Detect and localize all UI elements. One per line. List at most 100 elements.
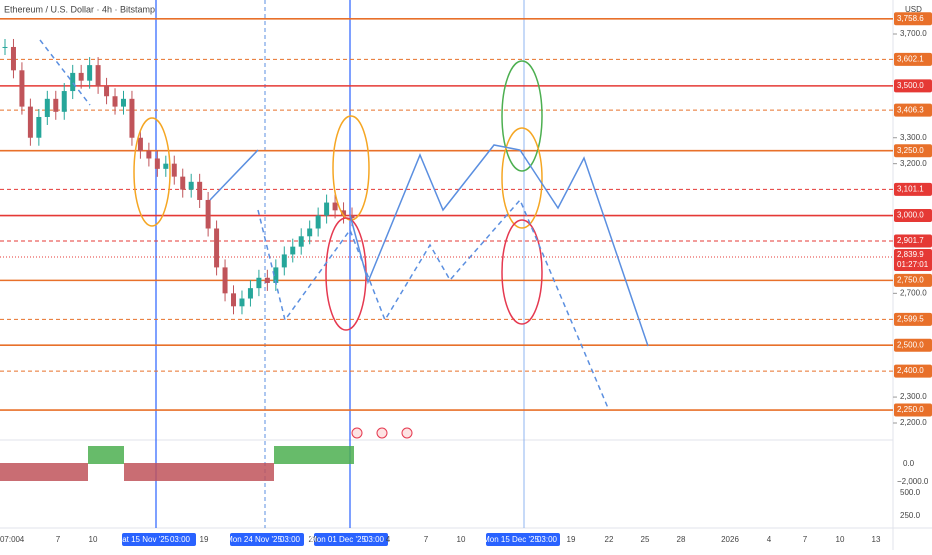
currency: USD xyxy=(905,5,922,14)
candle xyxy=(78,72,84,81)
time-label: 10 xyxy=(836,535,845,544)
candle xyxy=(87,65,93,81)
candle xyxy=(214,228,220,268)
price-tag xyxy=(894,209,932,223)
price-tag-label: 3,758.6 xyxy=(897,14,924,23)
chart-title: Ethereum / U.S. Dollar · 4h · Bitstamp xyxy=(4,4,155,14)
time-label: 28 xyxy=(309,535,318,544)
price-tag-label: 3,406.3 xyxy=(897,105,924,114)
candle xyxy=(324,202,330,216)
price-tag-label: 3,000.0 xyxy=(897,211,924,220)
histogram xyxy=(0,463,88,481)
price-tag xyxy=(894,249,932,272)
candle xyxy=(129,98,135,138)
time-label: 4 xyxy=(386,535,391,544)
time-label: 19 xyxy=(567,535,576,544)
indicator-label: −2,000.0 xyxy=(897,477,929,486)
candle xyxy=(222,267,228,294)
indicator-label: 0.0 xyxy=(903,459,915,468)
price-tag-label: 3,250.0 xyxy=(897,146,924,155)
price-tag-label: 2,500.0 xyxy=(897,340,924,349)
candle xyxy=(104,85,110,97)
candle xyxy=(137,137,143,151)
price-tag xyxy=(894,403,932,417)
price-tag xyxy=(894,79,932,93)
price-label: 3,700.0 xyxy=(900,29,927,38)
price-tag xyxy=(894,52,932,66)
price-tag xyxy=(894,234,932,248)
time-label: 7 xyxy=(424,535,429,544)
time-highlight xyxy=(486,533,560,546)
price-tag xyxy=(894,144,932,158)
price-tag-label: 2,839.9 xyxy=(897,250,924,259)
candle xyxy=(247,288,253,299)
price-tag-label: 3,500.0 xyxy=(897,81,924,90)
candle xyxy=(171,163,177,177)
time-label: 7 xyxy=(56,535,61,544)
candle xyxy=(36,116,42,138)
projection-arrow xyxy=(209,149,259,201)
price-tag xyxy=(894,338,932,352)
annotations xyxy=(39,39,649,409)
price-tag-label: 2,400.0 xyxy=(897,366,924,375)
time-label: 03:00 xyxy=(280,535,301,544)
price-tag xyxy=(894,273,932,287)
projection-dashed xyxy=(257,198,609,409)
price-tag-label: 2,750.0 xyxy=(897,275,924,284)
candle xyxy=(146,150,152,159)
candle xyxy=(231,293,237,307)
price-label: 2,200.0 xyxy=(900,418,927,427)
time-label: 10 xyxy=(457,535,466,544)
candle xyxy=(154,158,160,169)
time-label: 03:00 xyxy=(537,535,558,544)
candle xyxy=(256,277,262,289)
candle xyxy=(332,202,338,211)
candle xyxy=(264,277,270,283)
candle xyxy=(180,176,186,190)
price-tag-label: 2,250.0 xyxy=(897,405,924,414)
event-icon[interactable] xyxy=(351,427,363,439)
candle xyxy=(95,65,101,86)
ellipse xyxy=(501,219,543,325)
event-icon[interactable] xyxy=(376,427,388,439)
price-tag xyxy=(894,312,932,326)
candle xyxy=(44,98,50,117)
price-tag xyxy=(894,182,932,196)
candle xyxy=(307,228,313,237)
time-label: 07:00 xyxy=(0,535,21,544)
time-highlight xyxy=(230,533,304,546)
time-highlight xyxy=(314,533,388,546)
indicator-label: 500.0 xyxy=(900,488,921,497)
ellipse xyxy=(501,60,543,172)
projection-arrow xyxy=(349,144,649,347)
time-label: 19 xyxy=(200,535,209,544)
candle xyxy=(27,106,33,138)
time-label: 10 xyxy=(89,535,98,544)
candle xyxy=(2,46,8,48)
event-icon[interactable] xyxy=(401,427,413,439)
ellipse xyxy=(133,117,171,227)
candle xyxy=(163,163,169,169)
time-label: Mon 01 Dec '25 xyxy=(310,535,366,544)
price-label: 3,200.0 xyxy=(900,159,927,168)
time-label: 28 xyxy=(677,535,686,544)
time-label: Sat 15 Nov '25 xyxy=(117,535,170,544)
indicator xyxy=(0,427,413,481)
time-label: 13 xyxy=(872,535,881,544)
histogram xyxy=(124,463,274,481)
histogram xyxy=(88,446,124,464)
price-tag xyxy=(894,12,932,26)
candle xyxy=(188,181,194,190)
candle xyxy=(120,98,126,107)
candle xyxy=(112,96,118,107)
time-label: 03:00 xyxy=(364,535,385,544)
indicator-label: 250.0 xyxy=(900,511,921,520)
candle xyxy=(273,267,279,283)
price-tag xyxy=(894,103,932,117)
time-label: Mon 24 Nov '25 xyxy=(226,535,282,544)
time-label: 7 xyxy=(803,535,808,544)
time-label: 25 xyxy=(641,535,650,544)
candle xyxy=(315,215,321,229)
price-label: 2,300.0 xyxy=(900,392,927,401)
